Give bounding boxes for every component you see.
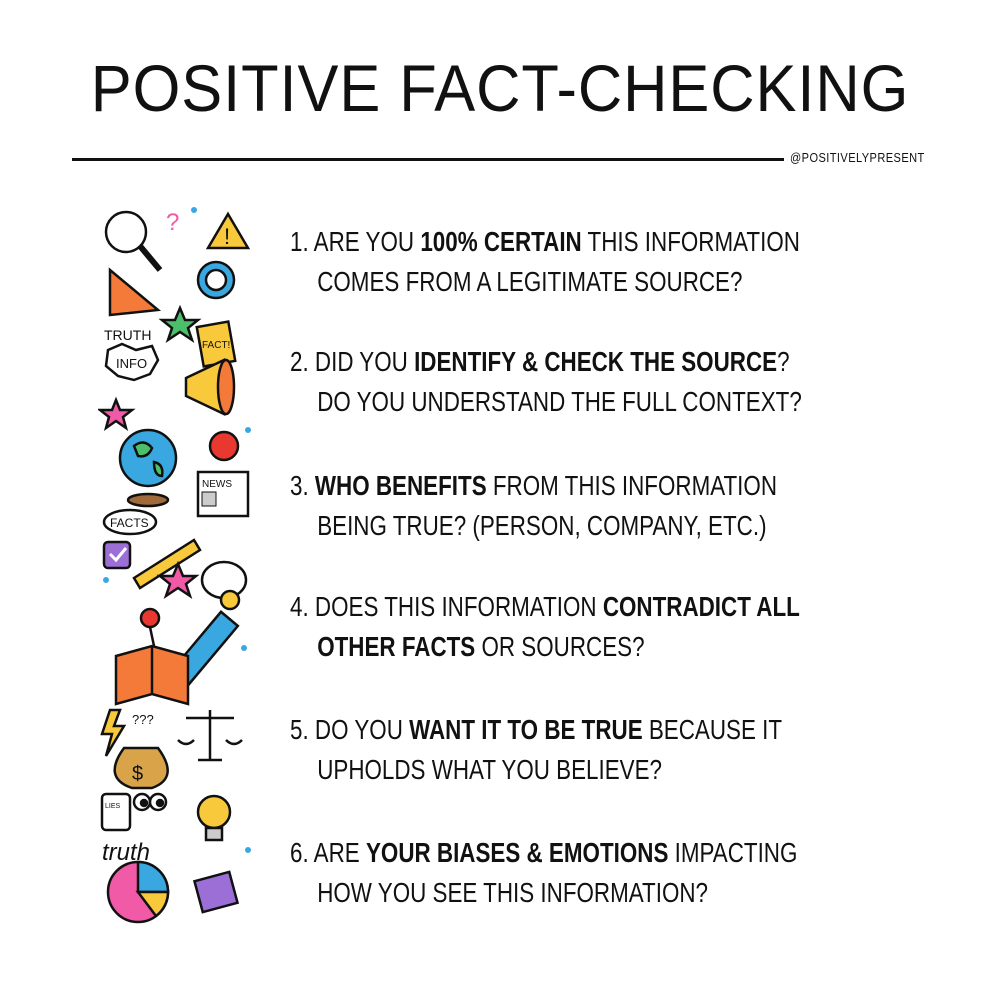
- lightbulb-icon: [196, 794, 232, 842]
- newspaper-icon: NEWS: [196, 470, 250, 518]
- svg-text:$: $: [132, 763, 143, 785]
- star-icon: [158, 304, 202, 344]
- title-underline: [72, 158, 784, 161]
- page-title: POSITIVE FACT-CHECKING: [90, 51, 910, 125]
- svg-text:NEWS: NEWS: [202, 479, 232, 490]
- globe-icon: [118, 428, 178, 508]
- svg-text:TRUTH: TRUTH: [104, 327, 151, 343]
- doodle-column: ! ? TRUTH INFO FACT! NEWS FACTS ??? $ LI…: [98, 207, 251, 924]
- book-icon: [114, 644, 190, 706]
- scales-icon: [177, 710, 243, 762]
- pencil-icon: [132, 538, 202, 590]
- warning-icon: !: [205, 211, 251, 250]
- svg-text:???: ???: [132, 712, 154, 727]
- question-2: 2. DID YOU IDENTIFY & CHECK THE SOURCE? …: [290, 346, 802, 417]
- svg-text:FACT!: FACT!: [202, 340, 230, 351]
- lightning-icon: [100, 708, 127, 757]
- svg-text:FACTS: FACTS: [110, 516, 149, 530]
- info-burst: INFO: [104, 342, 160, 382]
- svg-text:INFO: INFO: [116, 356, 147, 371]
- author-credit: @POSITIVELYPRESENT: [790, 150, 925, 165]
- star-icon: [98, 396, 136, 432]
- lies-bubble: LIES: [100, 792, 132, 832]
- svg-text:?: ?: [166, 209, 179, 236]
- question-3: 3. WHO BENEFITS FROM THIS INFORMATION BE…: [290, 470, 778, 541]
- pushpin-icon: [139, 607, 161, 647]
- fact-note-icon: FACT!: [195, 320, 237, 368]
- question-4: 4. DOES THIS INFORMATION CONTRADICT ALL …: [290, 591, 800, 662]
- question-5: 5. DO YOU WANT IT TO BE TRUE BECAUSE IT …: [290, 714, 783, 785]
- question-6: 6. ARE YOUR BIASES & EMOTIONS IMPACTING …: [290, 837, 798, 908]
- checkbox-icon: [102, 540, 132, 570]
- eyes-icon: [132, 792, 168, 812]
- megaphone-icon: [184, 358, 236, 416]
- spiral-icon: [196, 260, 236, 300]
- sparkle-icon: [103, 207, 251, 853]
- ruler-triangle-icon: [108, 267, 162, 317]
- star-icon: [156, 560, 200, 600]
- svg-text:!: !: [224, 224, 230, 249]
- magnifier-icon: [104, 210, 163, 272]
- money-bag-icon: $: [113, 746, 169, 790]
- apple-icon: [208, 430, 240, 462]
- svg-text:LIES: LIES: [105, 803, 121, 810]
- planet-icon: [219, 589, 241, 611]
- question-icon: ?: [166, 209, 179, 236]
- question-1: 1. ARE YOU 100% CERTAIN THIS INFORMATION…: [290, 226, 800, 297]
- facts-bubble: FACTS: [102, 508, 158, 536]
- pie-chart-icon: [106, 860, 170, 924]
- puzzle-icon: [192, 870, 240, 914]
